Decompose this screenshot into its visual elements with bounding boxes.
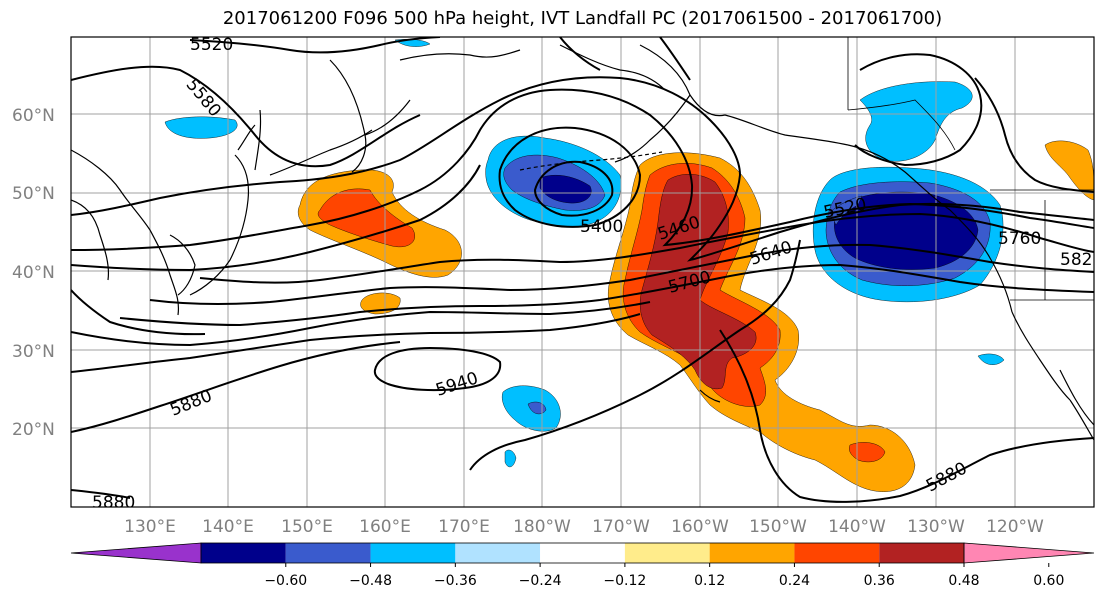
contour-label-5760: 5760 — [998, 229, 1041, 249]
lon-label: 130°E — [124, 517, 176, 537]
contour-label-5400: 5400 — [580, 217, 623, 237]
colorbar-tick-label: 0.24 — [779, 573, 810, 589]
colorbar-segment — [794, 543, 880, 563]
lon-label: 140°W — [828, 517, 886, 537]
colorbar-extend-low — [70, 542, 202, 564]
colorbar-segment — [709, 543, 795, 563]
colorbar-segment — [285, 543, 371, 563]
lat-label-60n: 60°N — [12, 106, 55, 126]
contour-label-5520-north: 5520 — [190, 35, 233, 55]
lon-label: 140°E — [202, 517, 254, 537]
lon-label: 150°W — [749, 517, 807, 537]
map-title: 2017061200 F096 500 hPa height, IVT Land… — [222, 8, 943, 29]
ivt-negative-northeast-pacific — [164, 39, 1004, 303]
lat-label-50n: 50°N — [12, 184, 55, 204]
colorbar-segment — [624, 543, 710, 563]
colorbar-segment — [370, 543, 456, 563]
colorbar-tick-label: 0.60 — [1033, 573, 1064, 589]
colorbar-tick-label: −0.48 — [349, 573, 392, 589]
colorbar-segment — [540, 543, 625, 563]
height-contours — [71, 37, 1094, 503]
colorbar-tick-label: −0.12 — [603, 573, 646, 589]
map-frame — [70, 36, 1095, 508]
coastlines — [71, 37, 1094, 441]
colorbar-tick-label: 0.12 — [694, 573, 725, 589]
lon-label: 150°E — [281, 517, 333, 537]
colorbar-tick-label: −0.36 — [434, 573, 477, 589]
lat-label-20n: 20°N — [12, 420, 55, 440]
colorbar-segment — [455, 543, 541, 563]
colorbar-segment — [201, 543, 286, 563]
colorbar-tick-label: −0.60 — [264, 573, 307, 589]
colorbar-tick-label: 0.36 — [864, 573, 895, 589]
lat-label-40n: 40°N — [12, 263, 55, 283]
lat-label-30n: 30°N — [12, 342, 55, 362]
latitude-labels: 60°N 50°N 40°N 30°N 20°N — [12, 106, 55, 440]
longitude-labels: 130°E 140°E 150°E 160°E 170°E 180°W 170°W 160°W… — [124, 517, 1044, 537]
lon-label: 170°W — [592, 517, 650, 537]
lon-label: 170°E — [438, 517, 490, 537]
lon-label: 180°W — [513, 517, 571, 537]
contour-label-582: 582 — [1060, 250, 1092, 270]
lon-label: 160°W — [671, 517, 729, 537]
contour-label-5880-southwest: 5880 — [92, 493, 135, 513]
colorbar-tick-label: 0.48 — [948, 573, 979, 589]
lon-label: 160°E — [359, 517, 411, 537]
graticule — [71, 37, 1094, 507]
lon-label: 120°W — [986, 517, 1044, 537]
lon-label: 130°W — [907, 517, 965, 537]
colorbar-tick-label: −0.24 — [519, 573, 562, 589]
colorbar-extend-high — [963, 542, 1095, 564]
ivt-negative-central-pacific — [485, 135, 622, 228]
colorbar: −0.60 −0.48 −0.36 −0.24 −0.12 0.12 0.24 0.36 0.4… — [70, 542, 1095, 589]
colorbar-segment — [879, 543, 964, 563]
colorbar-outline — [200, 542, 965, 564]
